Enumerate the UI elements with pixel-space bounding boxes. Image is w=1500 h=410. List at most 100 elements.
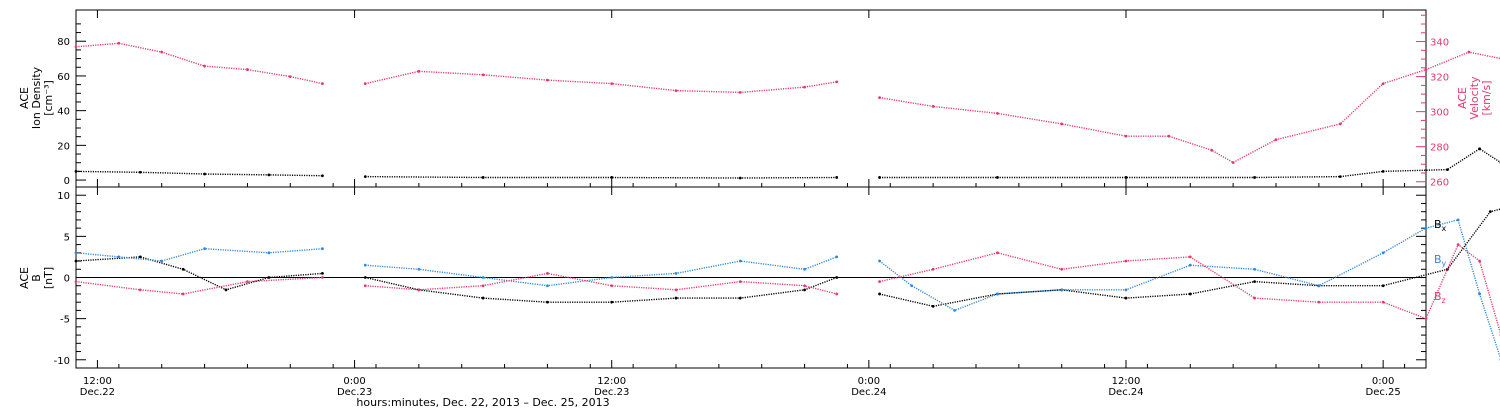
density-point [1253,176,1256,179]
velocity-point [1231,161,1235,164]
bx-point [610,300,614,304]
bz-point [1188,255,1192,259]
by-point [910,284,914,288]
x-tick-time: 0:00 [858,376,880,387]
density-segment [879,147,1500,179]
density-point [481,176,485,179]
density-point [1478,147,1481,151]
bz-point [417,288,421,292]
density-tick-label: 80 [57,37,70,48]
bx-point [803,288,806,292]
by-point [1253,267,1256,271]
velocity-point [738,90,742,94]
velocity-point [1381,82,1385,86]
velocity-point [1060,122,1064,126]
density-point [203,172,206,176]
b-tick-label: 0 [64,274,70,285]
legend-bx: Bx [1434,218,1447,233]
bx-point [546,300,549,304]
bx-series [74,208,1500,308]
velocity-segment [879,51,1500,164]
density-tick-label: 0 [64,176,70,187]
bz-point [931,267,935,271]
velocity-point [546,78,549,82]
x-tick-time: 0:00 [1372,376,1394,387]
velocity-segment [75,42,323,85]
velocity-point [1274,138,1278,142]
velocity-point [160,50,164,54]
bx-point [674,296,678,300]
by-point [1060,288,1064,292]
velocity-tick-label: 340 [1430,38,1449,49]
by-point [203,247,206,251]
bz-point [1060,267,1064,271]
density-label-line-2: Ion Density [30,66,43,129]
by-point [1124,288,1128,292]
top-right-axis-label: ACE Velocity [km/s] [1456,76,1493,120]
bx-point [1381,284,1385,288]
by-point [1188,263,1192,267]
legend-by: By [1434,253,1447,268]
velocity-point [481,73,485,77]
bz-point [181,292,185,296]
by-point [267,251,271,255]
density-label-line-3: [cm⁻³] [42,80,55,116]
bx-point [138,255,142,259]
density-label-line-1: ACE [18,87,31,109]
legend-bz-main: B [1434,290,1442,303]
bx-point [267,276,271,279]
density-point [996,176,999,179]
legend-bz: Bz [1434,290,1446,305]
b-label-line-3: [nT] [42,267,55,289]
bx-point [1253,280,1256,284]
bz-point [1424,317,1428,321]
bz-point [321,276,324,279]
legend-bx-main: B [1434,218,1442,231]
x-tick-time: 12:00 [1112,376,1141,387]
by-point [738,259,742,263]
density-point [138,170,142,174]
by-segment [879,219,1500,359]
x-axis-ticks: 12:00Dec.220:00Dec.2312:00Dec.230:00Dec.… [75,10,1406,398]
density-point [738,176,742,180]
velocity-point [835,80,839,84]
bz-point [1381,300,1385,304]
x-tick-time: 12:00 [83,376,112,387]
top-left-axis-ticks: 0 20 40 60 80 [57,23,86,187]
density-segment [365,175,837,179]
density-point [363,175,367,178]
legend-by-main: B [1434,253,1442,266]
velocity-tick-label: 320 [1430,73,1449,84]
by-point [117,255,121,259]
bz-point [546,271,549,275]
velocity-point [803,85,806,89]
x-tick-date: Dec.24 [851,387,886,398]
bz-point [1253,296,1256,300]
by-point [321,247,324,251]
by-segment [365,256,837,287]
x-tick-time: 12:00 [597,376,626,387]
density-point [74,169,78,173]
bx-point [835,276,839,279]
by-point [546,284,549,288]
by-point [417,267,421,271]
bz-segment [75,276,323,295]
bz-point [1317,300,1321,304]
velocity-label-line-3: [km/s] [1480,80,1493,115]
by-point [1478,292,1481,296]
density-point [1381,169,1385,173]
bx-segment [365,276,837,303]
density-point [267,173,271,177]
by-point [74,251,78,255]
bx-segment [879,208,1500,308]
density-point [1338,175,1342,178]
bx-point [321,271,324,275]
bz-point [835,292,839,296]
density-segment [75,170,323,177]
velocity-point [931,104,935,108]
by-point [481,276,485,279]
bz-point [738,280,742,284]
velocity-tick-label: 300 [1430,108,1449,119]
top-right-axis-ticks: 260 280 300 320 340 [1416,14,1449,189]
velocity-tick-label: 280 [1430,143,1449,154]
